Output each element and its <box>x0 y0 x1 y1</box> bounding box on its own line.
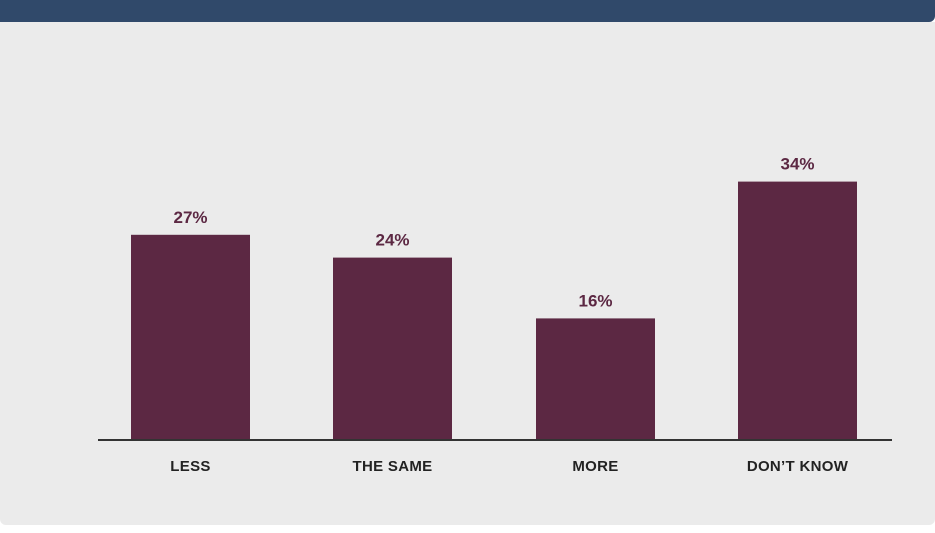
bar-2 <box>333 257 452 440</box>
value-labels-group: 27% 24% 16% 34% <box>173 155 814 311</box>
bar-3 <box>536 318 655 440</box>
bars-group <box>131 181 857 440</box>
bar-1 <box>131 234 250 440</box>
value-label-4: 34% <box>780 155 814 174</box>
value-label-2: 24% <box>375 231 409 250</box>
category-label-4: DON’T KNOW <box>747 458 849 475</box>
category-label-3: MORE <box>572 458 618 475</box>
value-label-3: 16% <box>578 291 612 310</box>
header-bar <box>0 0 935 22</box>
value-label-1: 27% <box>173 208 207 227</box>
category-label-2: THE SAME <box>353 458 433 475</box>
category-labels-group: LESS THE SAME MORE DON’T KNOW <box>170 458 848 475</box>
category-label-1: LESS <box>170 458 210 475</box>
bar-4 <box>738 181 857 440</box>
